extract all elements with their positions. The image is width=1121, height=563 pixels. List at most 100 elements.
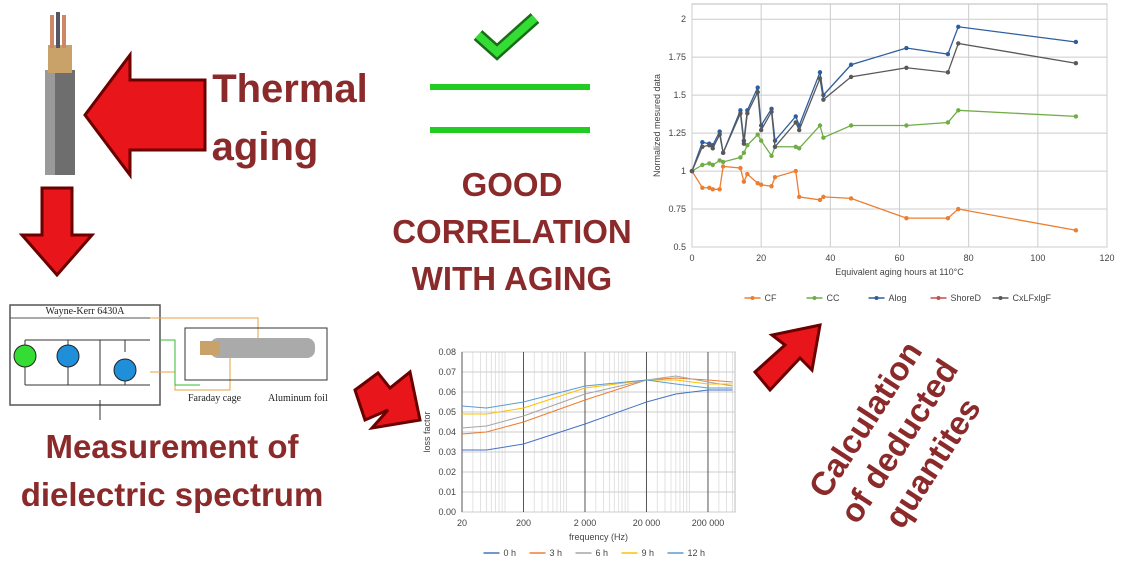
data-point bbox=[745, 111, 750, 116]
x-tick-label: 20 bbox=[756, 253, 766, 263]
x-axis-label: Equivalent aging hours at 110°C bbox=[835, 267, 964, 277]
data-point bbox=[755, 85, 760, 90]
arrow bbox=[83, 50, 207, 180]
label-line: WITH AGING bbox=[412, 260, 612, 297]
label-line: aging bbox=[212, 125, 319, 169]
circuit: Wayne-Kerr 6430A Faraday cage Aluminum f… bbox=[9, 304, 328, 420]
data-point bbox=[848, 196, 854, 201]
data-point bbox=[956, 206, 961, 212]
data-point bbox=[755, 89, 760, 95]
series-line bbox=[691, 42, 1076, 172]
data-point bbox=[707, 143, 712, 148]
series-line bbox=[691, 26, 1076, 172]
series-line bbox=[461, 377, 733, 435]
y-tick-label: 0.00 bbox=[438, 507, 456, 517]
legend-label: 0 h bbox=[504, 548, 517, 558]
arrow bbox=[18, 186, 96, 278]
instrument-label: Wayne-Kerr 6430A bbox=[46, 306, 126, 317]
data-point bbox=[738, 108, 743, 113]
x-tick-label: 80 bbox=[964, 253, 974, 263]
data-point bbox=[1073, 39, 1079, 45]
legend-label: CF bbox=[765, 293, 777, 303]
data-point bbox=[738, 165, 743, 171]
data-point bbox=[797, 127, 802, 133]
data-point bbox=[772, 144, 778, 149]
data-point bbox=[848, 62, 854, 67]
arrow bbox=[353, 369, 422, 431]
y-tick-label: 0.06 bbox=[438, 387, 456, 397]
cable bbox=[45, 12, 75, 175]
legend-marker bbox=[998, 296, 1003, 300]
data-point bbox=[707, 185, 712, 190]
cage-label: Faraday cage bbox=[188, 393, 242, 404]
data-point bbox=[769, 106, 774, 111]
data-point bbox=[817, 197, 823, 203]
y-tick-label: 0.05 bbox=[438, 407, 456, 417]
x-tick-label: 200 bbox=[516, 518, 531, 528]
data-point bbox=[741, 141, 747, 146]
data-point bbox=[700, 185, 705, 190]
data-point bbox=[793, 144, 798, 149]
label-line: CORRELATION bbox=[392, 213, 632, 250]
data-point bbox=[769, 153, 774, 159]
data-point bbox=[769, 184, 774, 189]
data-point bbox=[848, 123, 854, 128]
y-tick-label: 0.01 bbox=[438, 487, 456, 497]
data-point bbox=[945, 51, 951, 57]
data-point bbox=[821, 97, 826, 102]
data-point bbox=[710, 162, 715, 168]
data-point bbox=[904, 123, 909, 128]
series-line bbox=[461, 379, 733, 409]
x-tick-label: 60 bbox=[894, 253, 904, 263]
data-point bbox=[821, 194, 826, 200]
data-point bbox=[758, 127, 764, 133]
series-line bbox=[462, 389, 733, 451]
data-point bbox=[904, 65, 909, 70]
y-tick-label: 1.5 bbox=[673, 90, 686, 100]
data-point bbox=[797, 146, 802, 151]
x-tick-label: 20 000 bbox=[633, 518, 661, 528]
data-point bbox=[797, 194, 802, 200]
data-point bbox=[817, 70, 823, 75]
y-tick-label: 1.25 bbox=[668, 128, 686, 138]
data-point bbox=[745, 143, 750, 148]
x-axis-label: frequency (Hz) bbox=[569, 532, 628, 542]
x-tick-label: 200 000 bbox=[692, 518, 725, 528]
legend-label: CxLFxlgF bbox=[1013, 293, 1052, 303]
data-point bbox=[1073, 228, 1079, 233]
y-tick-label: 0.02 bbox=[438, 467, 456, 477]
rotated-label: Calculation of deducted quantites bbox=[801, 334, 988, 534]
data-point bbox=[755, 181, 760, 186]
data-point bbox=[741, 150, 747, 156]
data-point bbox=[817, 76, 823, 81]
data-point bbox=[717, 132, 722, 137]
x-tick-label: 100 bbox=[1030, 253, 1045, 263]
legend-label: 12 h bbox=[688, 548, 706, 558]
y-tick-label: 2 bbox=[681, 14, 686, 24]
data-point bbox=[945, 215, 951, 221]
legend-marker bbox=[936, 296, 941, 300]
y-tick-label: 0.04 bbox=[438, 427, 456, 437]
data-point bbox=[738, 155, 743, 160]
data-point bbox=[956, 41, 961, 46]
data-point bbox=[717, 187, 722, 192]
x-tick-label: 40 bbox=[825, 253, 835, 263]
data-point bbox=[945, 70, 951, 75]
data-point bbox=[738, 111, 743, 116]
y-tick-label: 1 bbox=[681, 166, 686, 176]
y-tick-label: 0.03 bbox=[438, 447, 456, 457]
data-point bbox=[720, 159, 726, 165]
legend-label: ShoreD bbox=[951, 293, 982, 303]
legend-label: CC bbox=[827, 293, 840, 303]
data-point bbox=[904, 45, 909, 51]
data-point bbox=[700, 140, 705, 145]
data-point bbox=[758, 182, 764, 187]
x-tick-label: 20 bbox=[457, 518, 467, 528]
data-point bbox=[945, 120, 951, 125]
data-point bbox=[793, 114, 798, 119]
data-point bbox=[720, 150, 726, 156]
y-tick-label: 1.75 bbox=[668, 52, 686, 62]
data-point bbox=[717, 158, 722, 163]
data-point bbox=[745, 171, 750, 177]
data-point bbox=[821, 135, 826, 140]
